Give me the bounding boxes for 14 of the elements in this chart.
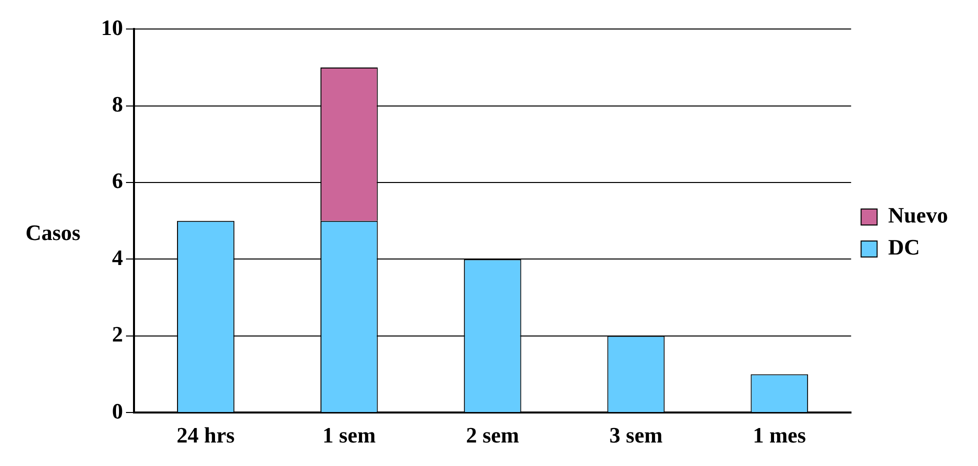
y-tick-label: 10 (101, 14, 123, 40)
x-tick-label: 2 sem (466, 422, 520, 448)
y-tick-label: 6 (112, 168, 123, 194)
y-tick-label: 0 (112, 398, 123, 424)
y-tick-label: 2 (112, 322, 123, 347)
y-axis-title: Casos (24, 220, 82, 246)
y-tick-label: 4 (112, 244, 123, 270)
x-tick-label: 24 hrs (176, 422, 236, 448)
x-tick-label: 1 mes (752, 422, 806, 448)
x-tick-label: 1 sem (322, 422, 376, 448)
y-tick-label: 8 (112, 92, 123, 117)
legend-label: DC (888, 234, 920, 260)
legend-label: Nuevo (888, 202, 948, 228)
x-tick-label: 3 sem (609, 422, 663, 448)
